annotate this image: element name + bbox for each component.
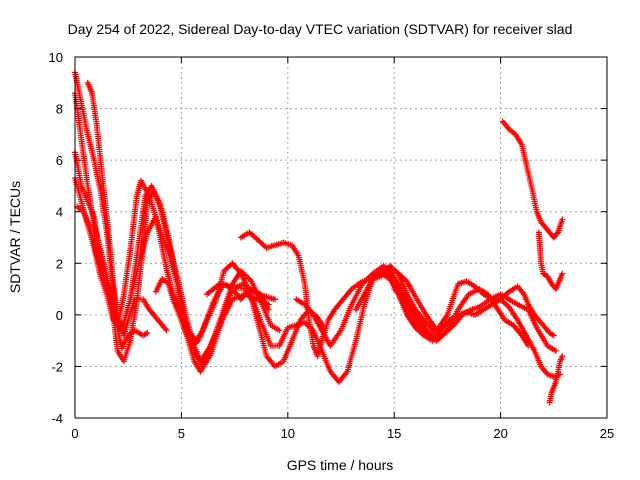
data-point-marker <box>163 327 170 334</box>
series-sat-b <box>84 79 170 339</box>
data-point-marker <box>559 216 566 223</box>
chart-title: Day 254 of 2022, Sidereal Day-to-day VTE… <box>68 21 573 37</box>
axis-ticks: 0 5 10 15 20 25 -4 -2 0 2 4 6 8 10 <box>49 50 615 441</box>
data-point-marker <box>525 342 532 349</box>
x-tick-label: 20 <box>493 426 507 441</box>
series-sat-l <box>391 286 532 349</box>
data-series-group <box>72 69 566 406</box>
data-point-marker <box>276 327 283 334</box>
plot-frame <box>74 56 608 419</box>
y-tick-label: -4 <box>51 411 63 426</box>
data-point-marker <box>552 347 559 354</box>
x-tick-label: 5 <box>178 426 185 441</box>
data-point-marker <box>559 353 566 360</box>
x-tick-label: 10 <box>281 426 295 441</box>
data-point-marker <box>553 230 560 237</box>
series-sat-p <box>546 353 566 406</box>
y-tick-label: 4 <box>56 205 63 220</box>
y-tick-label: -2 <box>51 359 63 374</box>
y-tick-label: 0 <box>56 308 63 323</box>
data-point-marker <box>144 329 151 336</box>
data-point-marker <box>272 296 279 303</box>
data-point-marker <box>265 306 272 313</box>
series-sat-n <box>499 118 566 241</box>
y-tick-label: 2 <box>56 256 63 271</box>
x-axis-label: GPS time / hours <box>287 457 394 473</box>
x-tick-label: 0 <box>71 426 78 441</box>
data-point-marker <box>550 332 557 339</box>
series-sat-o <box>535 229 566 293</box>
x-tick-label: 25 <box>600 426 614 441</box>
grid-lines <box>75 57 607 418</box>
y-tick-label: 10 <box>49 50 63 65</box>
y-tick-label: 8 <box>56 102 63 117</box>
y-tick-label: 6 <box>56 153 63 168</box>
x-tick-label: 15 <box>387 426 401 441</box>
data-point-marker <box>559 270 566 277</box>
y-axis-label: SDTVAR / TECUs <box>7 181 23 293</box>
series-sat-m <box>395 270 557 339</box>
